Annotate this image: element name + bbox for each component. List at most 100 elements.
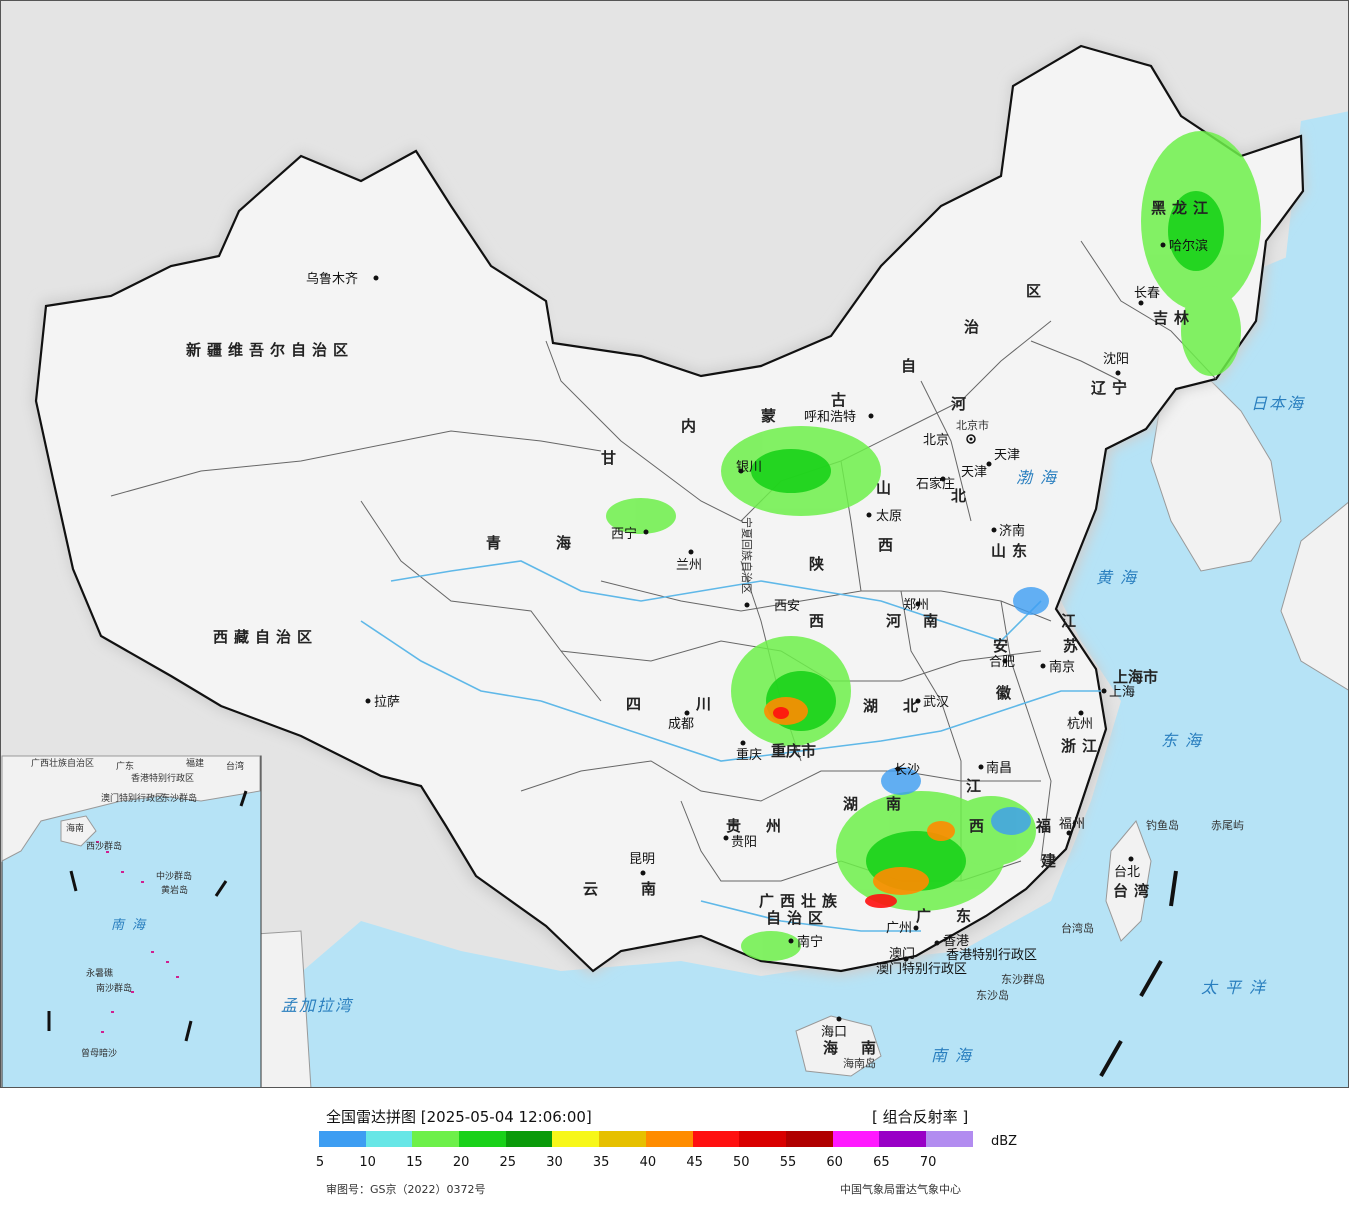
label-fujian-1: 福 [1035, 817, 1057, 835]
label-zhejiang: 浙江 [1061, 737, 1103, 755]
map-title: 全国雷达拼图 [2025-05-04 12:06:00] [326, 1108, 592, 1126]
scale-swatch-2 [412, 1131, 460, 1147]
product-label: [ 组合反射率 ] [872, 1108, 969, 1126]
echo-blue [881, 587, 1049, 835]
city-xining: 西宁 [611, 526, 637, 542]
city-nanchang: 南昌 [986, 760, 1012, 776]
radar-map[interactable]: 新疆维吾尔自治区 西藏自治区 青 海 甘 四 川 云 南 贵 州 广西壮族 自治… [0, 0, 1349, 1088]
label-guangxi-2: 自治区 [766, 909, 829, 927]
label-beijing-region: 北京市 [956, 418, 989, 432]
label-neimenggu-4: 自 [901, 357, 922, 375]
scale-tick-15: 15 [406, 1155, 423, 1170]
sea-labels: 渤海 黄海 东海 南海 日本海 太平洋 孟加拉湾 [281, 394, 1303, 1065]
label-neimenggu-6: 区 [1026, 282, 1047, 300]
sea-nanhai: 南海 [931, 1046, 979, 1065]
label-hubei-2: 北 [903, 697, 924, 715]
review-number: 审图号：GS京（2022）0372号 [326, 1183, 486, 1196]
label-shanghai: 上海市 [1113, 668, 1158, 686]
island-labels: 钓鱼岛 赤尾屿 东沙群岛 东沙岛 海南岛 台湾岛 [843, 818, 1244, 1070]
sea-mengjiala: 孟加拉湾 [281, 996, 354, 1015]
city-xian: 西安 [774, 599, 800, 614]
sea-bohai: 渤海 [1016, 468, 1064, 487]
inset-zengmu: 曾母暗沙 [81, 1047, 117, 1059]
inset-fujian: 福建 [186, 757, 204, 769]
city-harbin: 哈尔滨 [1169, 238, 1208, 254]
scale-swatch-13 [925, 1131, 973, 1147]
label-qinghai-2: 海 [556, 534, 577, 552]
label-yunnan-2: 南 [641, 880, 662, 898]
inset-nansha: 南沙群岛 [96, 982, 132, 994]
scale-tick-10: 10 [359, 1155, 376, 1170]
label-fujian-2: 建 [1041, 852, 1062, 870]
sea-taipingyang: 太平洋 [1201, 978, 1273, 997]
inset-macao: 澳门特别行政区 [101, 792, 164, 804]
label-guizhou-1: 贵 [726, 817, 747, 835]
inset-xisha: 西沙群岛 [86, 840, 122, 852]
unit-label: dBZ [991, 1134, 1018, 1149]
label-neimenggu-3: 古 [831, 391, 852, 409]
city-chengdu: 成都 [668, 717, 694, 732]
city-changchun: 长春 [1134, 286, 1160, 301]
label-neimenggu-2: 蒙 [761, 407, 782, 425]
scale-tick-70: 70 [919, 1155, 937, 1170]
echo-heavy [764, 697, 955, 895]
city-guangzhou: 广州 [886, 921, 912, 936]
inset-guangxi: 广西壮族自治区 [31, 757, 94, 769]
city-labels: 乌鲁木齐 拉萨 西宁 兰州 银川 呼和浩特 北京 天津 石家庄 太原 济南 西安… [306, 238, 1208, 1040]
scale-swatch-6 [599, 1131, 646, 1147]
scale-tick-65: 65 [873, 1155, 890, 1170]
boundary-dashes [1099, 870, 1178, 1077]
city-hongkong: 香港 [943, 934, 969, 949]
inset-hainan: 海南 [66, 822, 84, 834]
city-shenyang: 沈阳 [1103, 352, 1129, 367]
label-heilongjiang: 黑龙江 [1151, 199, 1214, 217]
city-nanjing: 南京 [1049, 659, 1075, 675]
label-shanxi-2: 西 [878, 536, 899, 554]
label-jiangsu-2: 苏 [1063, 637, 1084, 655]
scale-tick-20: 20 [452, 1155, 470, 1170]
scale-swatch-5 [552, 1131, 600, 1147]
city-urumqi: 乌鲁木齐 [306, 271, 358, 287]
label-henan-2: 南 [923, 612, 944, 630]
inset-nanhai: 南海 [111, 918, 153, 933]
city-changsha: 长沙 [894, 763, 920, 778]
label-liaoning: 辽宁 [1091, 379, 1133, 397]
city-lanzhou: 兰州 [676, 558, 702, 573]
city-shanghai: 上海 [1109, 685, 1135, 700]
scale-swatch-0 [319, 1131, 366, 1147]
inset-taiwan: 台湾 [226, 760, 244, 772]
label-anhui-2: 徽 [995, 684, 1017, 702]
scale-tick-30: 30 [546, 1155, 563, 1170]
region-labels: 新疆维吾尔自治区 西藏自治区 青 海 甘 四 川 云 南 贵 州 广西壮族 自治… [186, 199, 1214, 1057]
island-hainan: 海南岛 [843, 1056, 876, 1070]
scale-swatch-1 [365, 1131, 413, 1147]
city-markers [365, 242, 1166, 1022]
city-taiyuan: 太原 [876, 509, 902, 524]
label-macao: 澳门特别行政区 [876, 961, 967, 977]
city-macao: 澳门 [889, 946, 915, 962]
label-sichuan-1: 四 [626, 695, 647, 713]
label-jiangxi-2: 西 [969, 817, 990, 835]
label-guangdong-1: 广 [916, 907, 937, 925]
scale-tick-35: 35 [592, 1155, 610, 1170]
city-tianjin: 天津 [961, 465, 987, 480]
scale-swatch-7 [645, 1131, 693, 1147]
label-tianjin-region: 天津 [994, 448, 1020, 463]
label-hunan-2: 南 [886, 795, 907, 813]
label-xinjiang: 新疆维吾尔自治区 [186, 341, 354, 359]
inset-yongshu: 永暑礁 [86, 967, 113, 979]
sea-donghai: 东海 [1161, 731, 1209, 750]
label-sichuan-2: 川 [695, 695, 717, 713]
inset-guangdong: 广东 [116, 760, 134, 772]
label-anhui-1: 安 [993, 637, 1014, 655]
inset-hk: 香港特别行政区 [131, 772, 194, 784]
city-haikou: 海口 [821, 1025, 847, 1040]
inset-huangyan: 黄岩岛 [161, 884, 188, 896]
island-taiwan: 台湾岛 [1061, 921, 1094, 935]
label-guangdong-2: 东 [956, 907, 977, 925]
issuer-label: 中国气象局雷达气象中心 [840, 1183, 961, 1196]
label-neimenggu-5: 治 [964, 318, 985, 336]
label-jiangxi-1: 江 [966, 777, 987, 795]
label-jilin: 吉林 [1153, 309, 1195, 327]
label-hebei-1: 河 [951, 395, 972, 413]
